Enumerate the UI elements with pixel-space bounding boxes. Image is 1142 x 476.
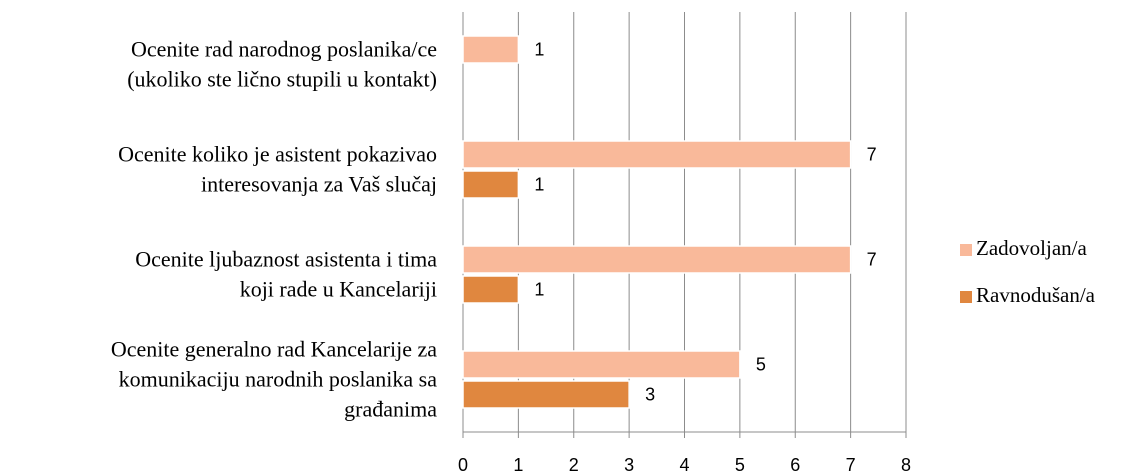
- legend-label: Zadovoljan/a: [976, 236, 1087, 260]
- x-tick-label: 2: [569, 455, 579, 475]
- bar: [462, 350, 741, 379]
- x-tick-label: 5: [735, 455, 745, 475]
- value-label: 1: [534, 39, 544, 59]
- value-label: 7: [867, 144, 877, 164]
- x-tick-label: 6: [790, 455, 800, 475]
- x-tick-label: 3: [624, 455, 634, 475]
- x-tick-label: 1: [513, 455, 523, 475]
- x-tick-label: 8: [901, 455, 911, 475]
- x-tick-label: 7: [846, 455, 856, 475]
- bar: [462, 170, 520, 199]
- legend-label: Ravnodušan/a: [976, 283, 1096, 307]
- bar: [462, 35, 520, 64]
- x-tick-label: 4: [679, 455, 689, 475]
- category-label: Ocenite rad narodnog poslanika/ce: [131, 37, 437, 62]
- category-label: Ocenite ljubaznost asistenta i tima: [135, 247, 437, 272]
- bar: [462, 245, 852, 274]
- value-label: 7: [867, 249, 877, 269]
- category-label: (ukoliko ste lično stupili u kontakt): [127, 67, 437, 92]
- legend-swatch: [960, 244, 972, 256]
- category-label: građanima: [344, 397, 437, 422]
- category-label: komunikaciju narodnih poslanika sa: [119, 367, 438, 392]
- category-label: Ocenite generalno rad Kancelarije za: [111, 337, 437, 362]
- value-label: 5: [756, 354, 766, 374]
- legend-swatch: [960, 291, 972, 303]
- value-label: 3: [645, 384, 655, 404]
- category-label: interesovanja za Vaš slučaj: [201, 172, 437, 197]
- category-label: koji rade u Kancelariji: [240, 277, 437, 302]
- category-label: Ocenite koliko je asistent pokazivao: [118, 142, 437, 167]
- x-tick-label: 0: [458, 455, 468, 475]
- bar: [462, 140, 852, 169]
- value-label: 1: [534, 174, 544, 194]
- bar: [462, 380, 630, 409]
- bar: [462, 275, 520, 304]
- value-label: 1: [534, 279, 544, 299]
